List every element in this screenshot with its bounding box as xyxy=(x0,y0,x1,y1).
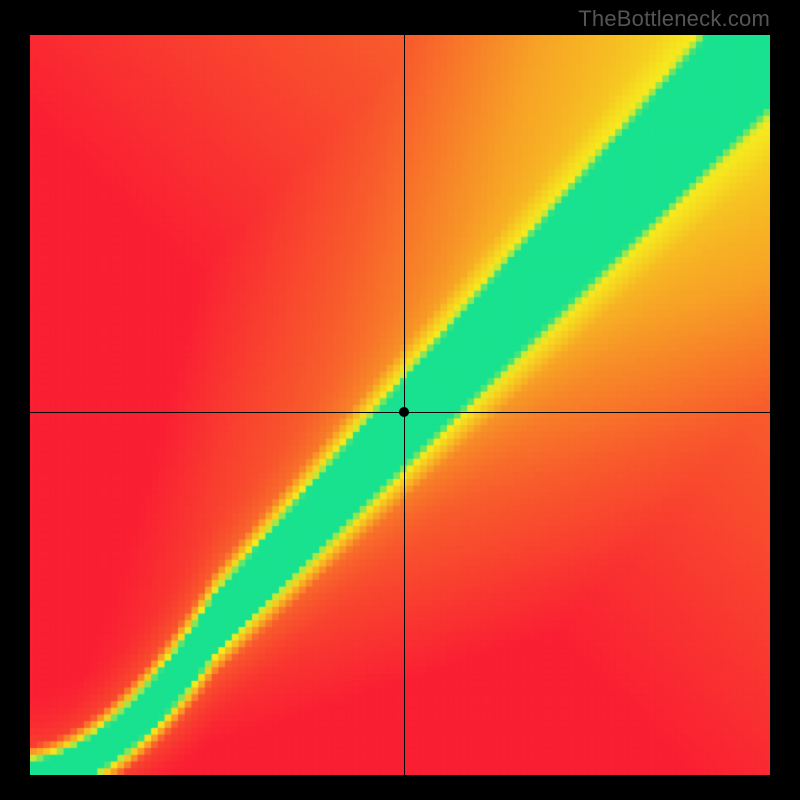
watermark-text: TheBottleneck.com xyxy=(578,6,770,32)
chart-frame: TheBottleneck.com xyxy=(0,0,800,800)
heatmap-plot xyxy=(30,35,770,775)
heatmap-canvas xyxy=(30,35,770,775)
